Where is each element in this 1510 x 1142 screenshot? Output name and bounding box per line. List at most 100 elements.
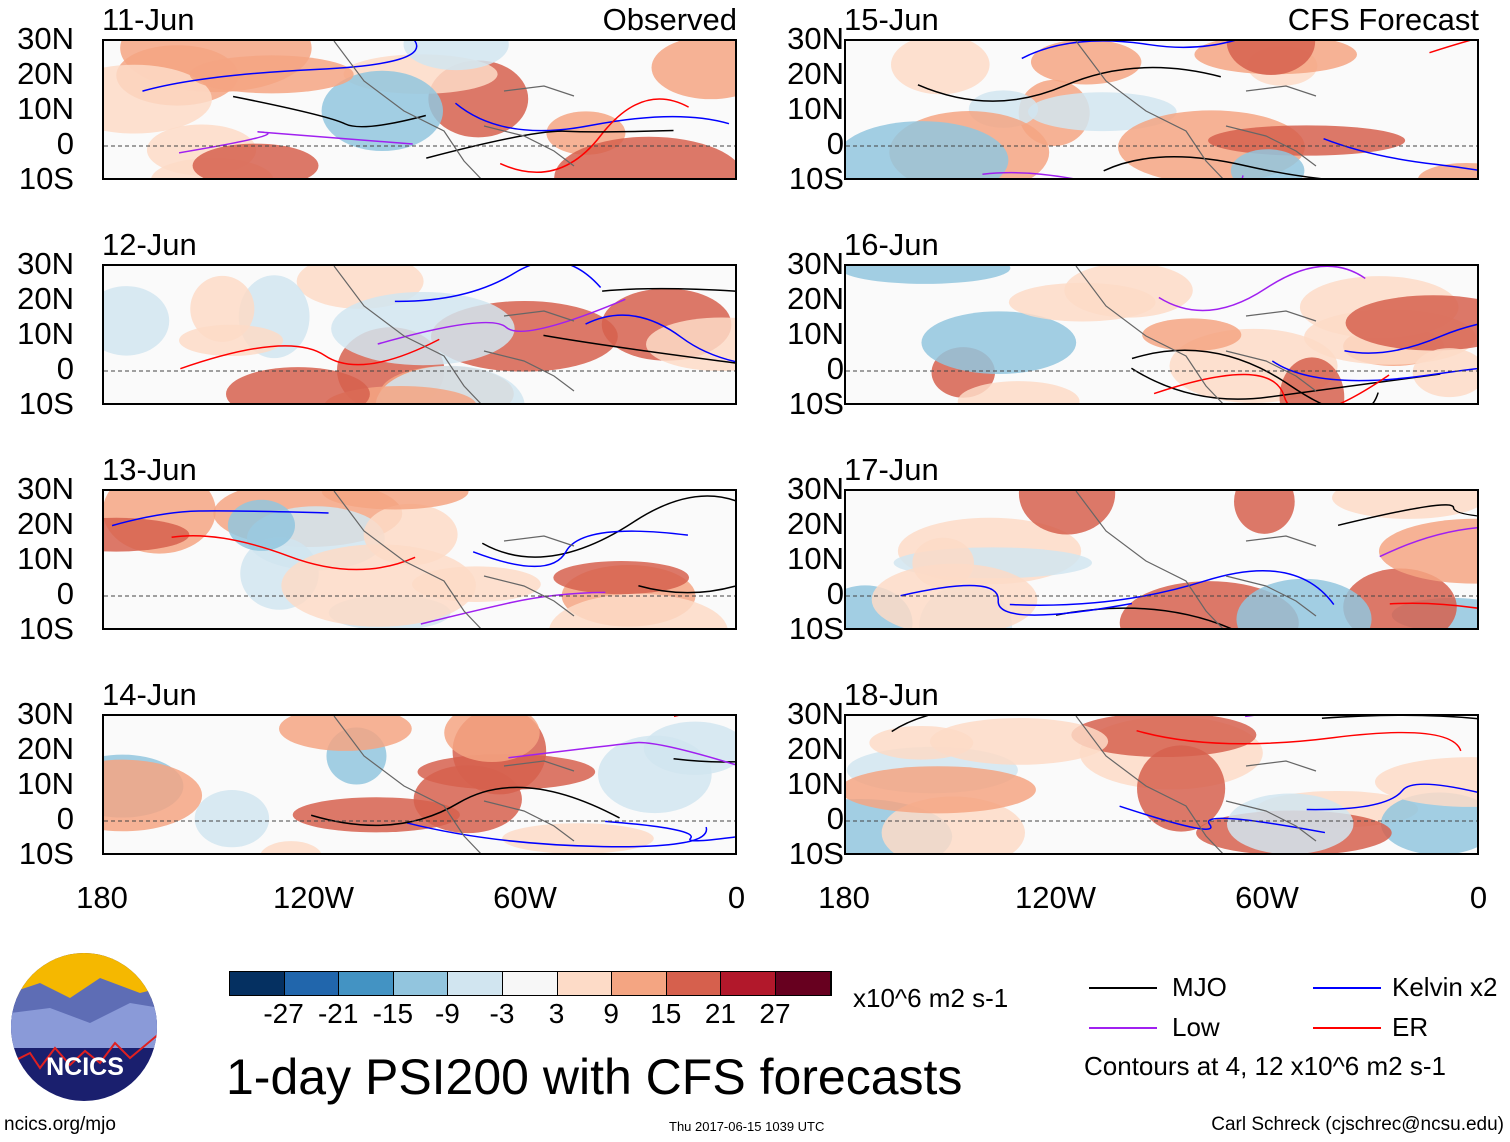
colorbar-swatch	[666, 972, 722, 995]
contour-line	[481, 495, 735, 558]
contour-line	[508, 741, 735, 766]
colorbar-label: -9	[434, 998, 460, 1029]
anomaly-blob	[1379, 518, 1477, 584]
contour-line	[900, 584, 1133, 616]
y-tick-label: 20N	[787, 506, 844, 541]
anomaly-blob	[189, 55, 354, 94]
contour-line	[180, 338, 440, 370]
legend-low: Low	[1172, 1012, 1220, 1042]
legend-mjo-line	[1089, 987, 1157, 989]
colorbar-swatch	[230, 972, 285, 995]
coastline	[1075, 266, 1317, 403]
map-panel	[844, 39, 1479, 180]
anomaly-blob	[846, 266, 1011, 284]
contour-line	[1055, 607, 1232, 628]
x-tick-label: 60W	[1235, 880, 1299, 915]
legend-er: ER	[1392, 1012, 1429, 1042]
colorbar	[229, 971, 832, 996]
panel-date: 16-Jun	[844, 227, 939, 262]
contour-line	[585, 314, 735, 363]
contour-line	[1429, 41, 1471, 54]
contour-line	[1153, 373, 1390, 403]
colorbar-units: x10^6 m2 s-1	[853, 983, 1009, 1013]
anomaly-blob	[226, 367, 370, 403]
anomaly-blob	[846, 766, 1036, 814]
coastline	[333, 716, 575, 853]
contour-line	[1337, 504, 1477, 527]
contour-line	[602, 287, 735, 292]
y-tick-label: 10N	[787, 91, 844, 126]
y-tick-label: 20N	[787, 281, 844, 316]
anomaly-blob	[104, 517, 190, 552]
contour-line	[1245, 716, 1255, 718]
y-tick-label: 30N	[17, 696, 74, 731]
map-panel	[102, 264, 737, 405]
contour-line	[310, 786, 620, 827]
x-tick-label: 0	[1469, 880, 1488, 915]
contour-line	[178, 131, 413, 154]
y-tick-label: 10S	[18, 836, 74, 871]
y-tick-label: 10N	[787, 766, 844, 801]
y-tick-label: 10S	[18, 611, 74, 646]
legend-kelvin: Kelvin x2	[1392, 972, 1498, 1002]
contour-line	[1321, 716, 1477, 720]
legend-mjo: MJO	[1172, 972, 1227, 1002]
y-tick-label: 20N	[17, 56, 74, 91]
y-tick-label: 10N	[17, 316, 74, 351]
anomaly-blob	[1226, 793, 1354, 853]
contour-line	[406, 822, 708, 848]
anomaly-blob	[891, 41, 990, 95]
anomaly-blob	[1279, 357, 1345, 403]
anomaly-blob	[1208, 125, 1406, 156]
contour-line	[1009, 570, 1335, 607]
colorbar-label: -15	[372, 998, 414, 1029]
y-tick-label: 10S	[788, 386, 844, 421]
colorbar-swatch	[393, 972, 449, 995]
colorbar-label: -3	[489, 998, 515, 1029]
footer-url[interactable]: ncics.org/mjo	[4, 1114, 116, 1135]
colorbar-swatch	[557, 972, 613, 995]
panel-date: 11-Jun	[102, 2, 195, 37]
y-tick-label: 0	[826, 351, 844, 386]
x-tick-label: 0	[727, 880, 746, 915]
anomaly-blob	[553, 561, 690, 595]
coastline	[1075, 41, 1317, 178]
x-tick-label: 180	[76, 880, 128, 915]
svg-text:NCICS: NCICS	[46, 1053, 124, 1081]
contour-line	[917, 66, 1221, 102]
colorbar-swatch	[775, 972, 831, 995]
contour-line	[1103, 156, 1322, 178]
x-tick-label: 120W	[1015, 880, 1096, 915]
contour-line	[1271, 360, 1477, 382]
anomaly-blob	[957, 381, 1080, 403]
anomaly-blob	[1343, 568, 1457, 628]
contour-line	[232, 95, 426, 128]
contour-line	[605, 820, 735, 842]
anomaly-blob	[1234, 491, 1295, 534]
anomaly-blob	[104, 759, 203, 832]
coastline	[1075, 716, 1317, 853]
y-tick-label: 0	[826, 126, 844, 161]
anomaly-blob	[929, 718, 1109, 765]
ncics-logo: NCICS	[11, 953, 157, 1101]
y-tick-label: 10S	[788, 836, 844, 871]
contour-line	[1158, 266, 1366, 312]
anomaly-blob	[1375, 757, 1477, 807]
x-tick-label: 60W	[493, 880, 557, 915]
x-tick-label: 180	[818, 880, 870, 915]
anomaly-blob	[192, 143, 319, 178]
coastline	[1075, 491, 1317, 628]
footer-author: Carl Schreck (cjschrec@ncsu.edu)	[1211, 1114, 1504, 1135]
y-tick-label: 0	[56, 351, 74, 386]
contour-line	[454, 102, 730, 132]
colorbar-swatch	[721, 972, 776, 995]
contour-line	[1119, 805, 1326, 834]
anomaly-blob	[1332, 491, 1477, 519]
anomaly-blob	[921, 311, 1077, 374]
y-tick-label: 10N	[17, 91, 74, 126]
contour-line	[499, 98, 689, 174]
anomaly-blob	[651, 41, 735, 100]
colorbar-swatch	[448, 972, 503, 995]
colorbar-label: 9	[603, 998, 619, 1029]
contour-line	[1344, 323, 1477, 354]
